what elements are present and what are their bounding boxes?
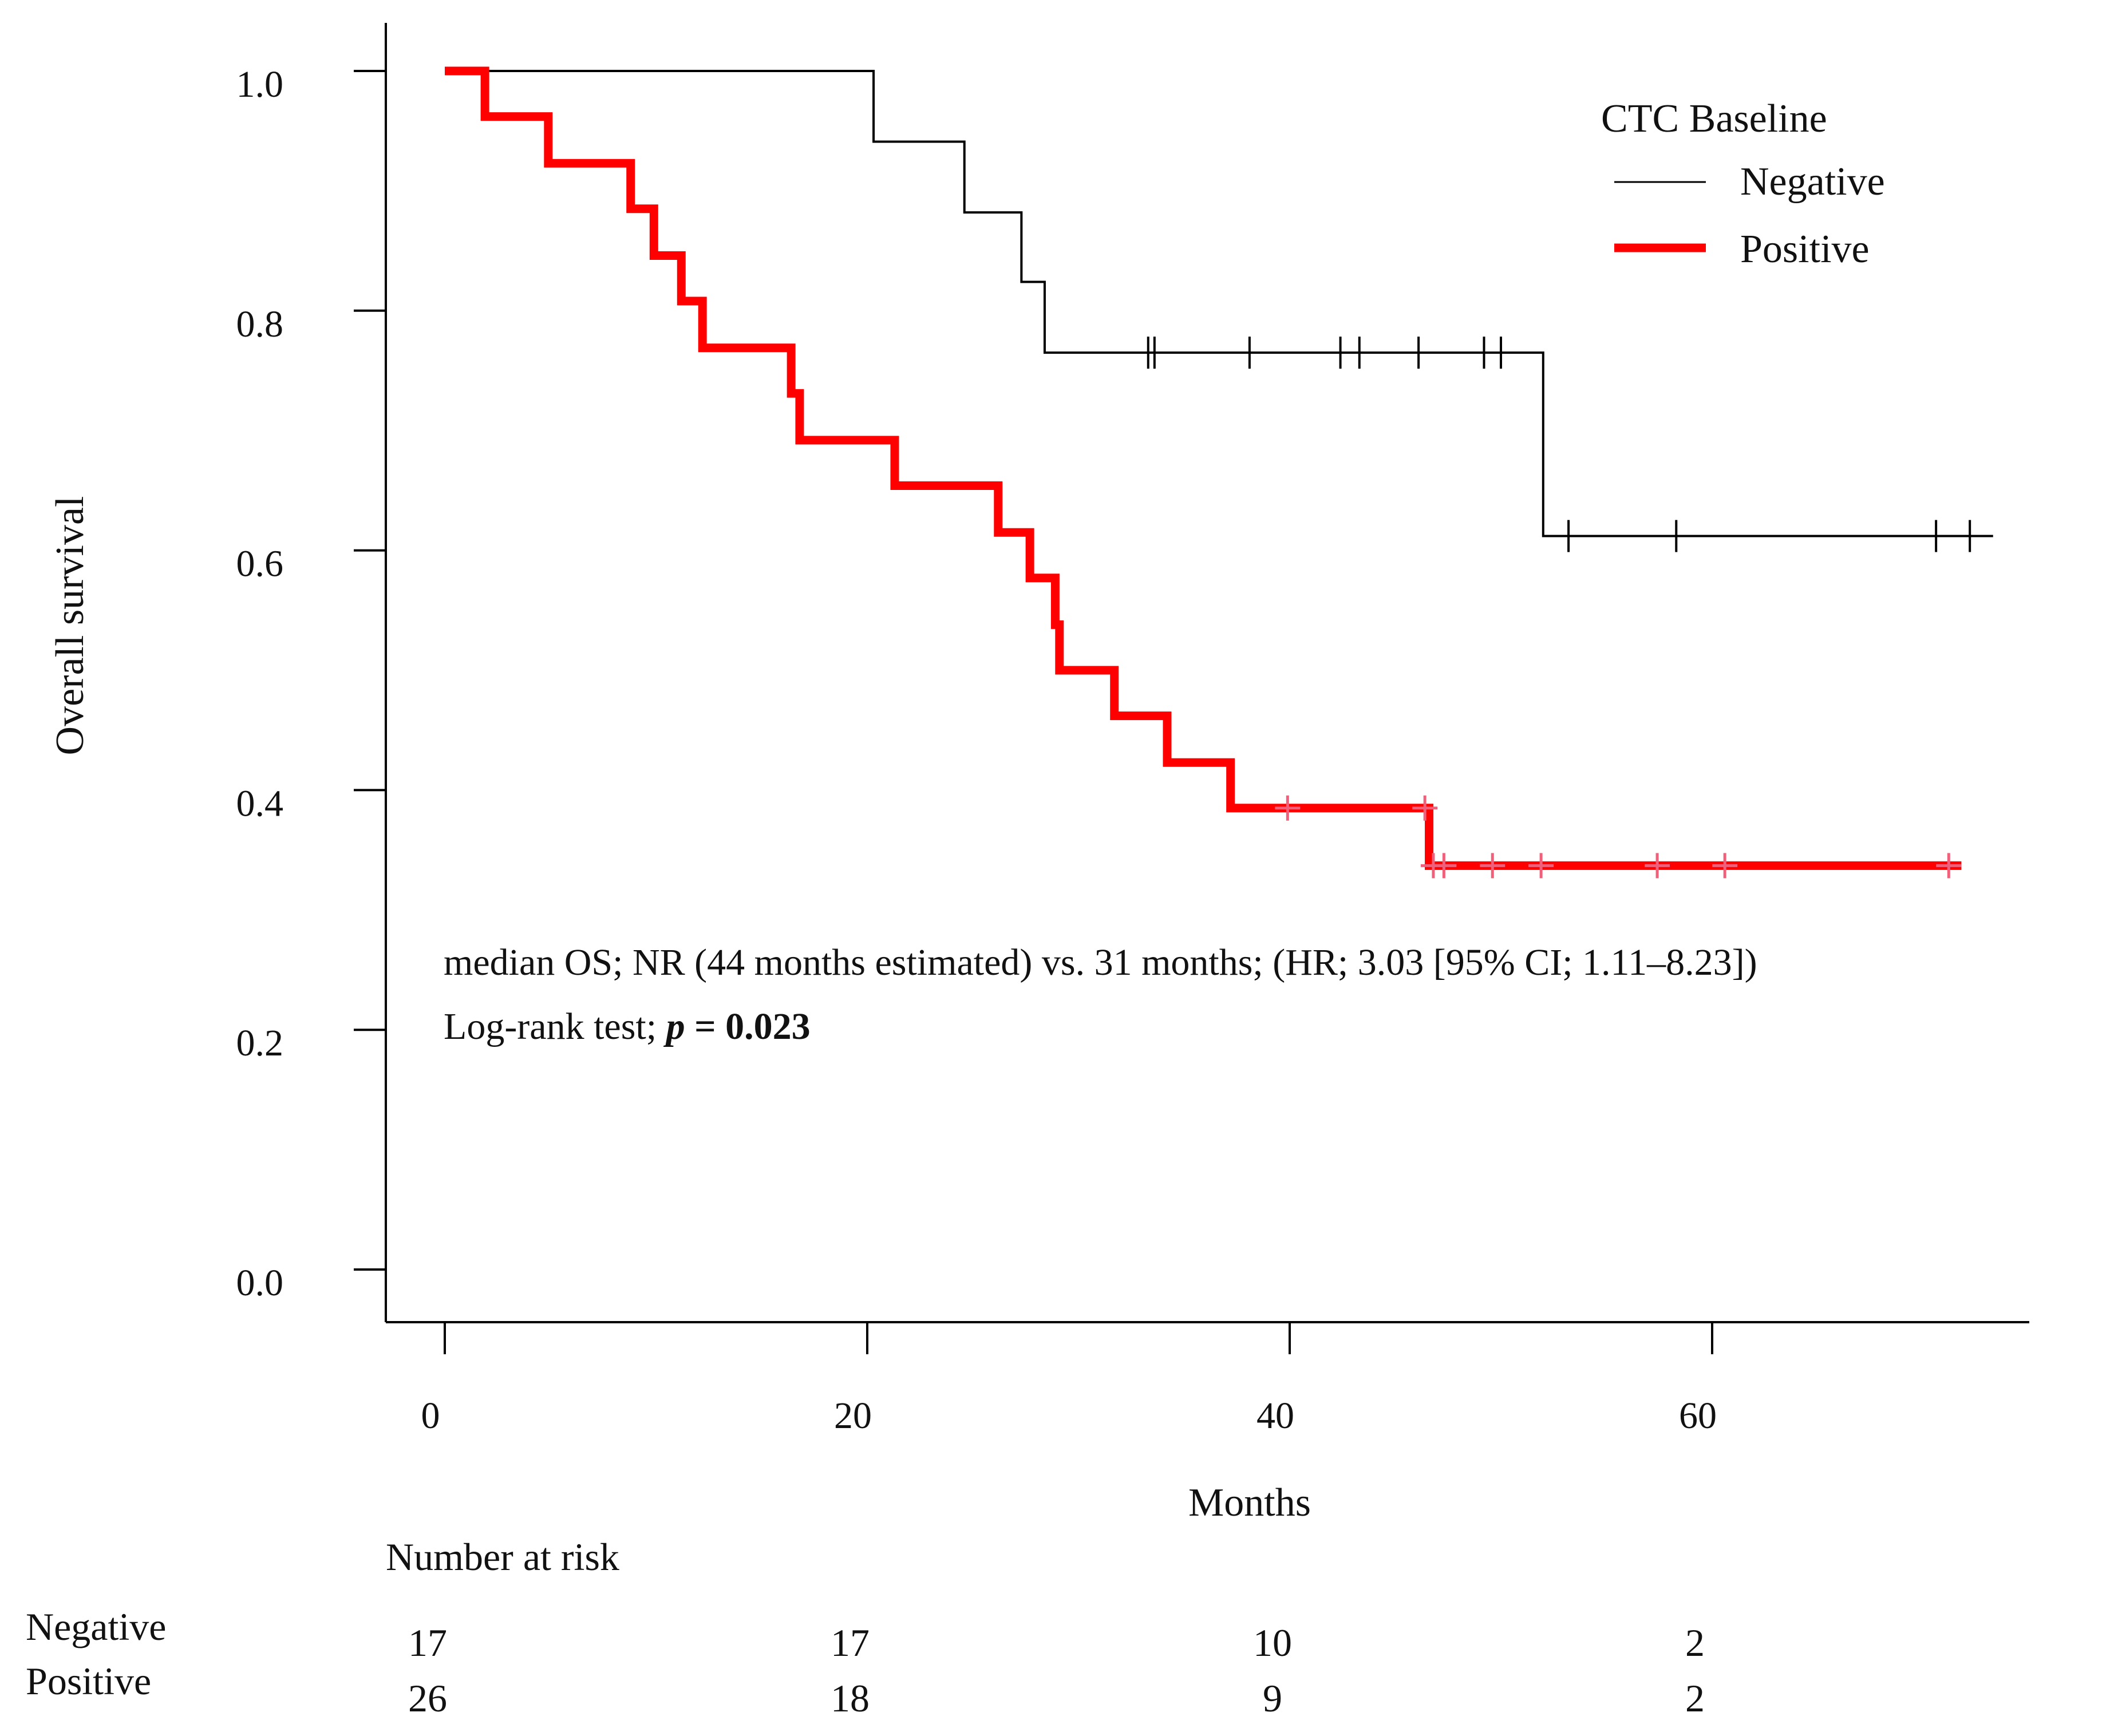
x-axis-title: Months (1188, 1481, 1311, 1525)
y-tick-label: 0.6 (236, 543, 284, 585)
risk-value-negative: 2 (1685, 1621, 1705, 1664)
risk-value-positive: 26 (408, 1676, 447, 1720)
risk-value-negative: 17 (831, 1621, 870, 1664)
legend: CTC Baseline Negative Positive (1601, 97, 1885, 271)
logrank-prefix: Log-rank test; (444, 1006, 666, 1047)
risk-value-positive: 9 (1263, 1676, 1282, 1720)
legend-label-positive: Positive (1740, 227, 1870, 271)
legend-label-negative: Negative (1740, 160, 1885, 204)
series-line-positive (445, 66, 1962, 870)
p-symbol: p (663, 1006, 685, 1047)
y-axis-title: Overall survival (48, 496, 92, 756)
p-value: = 0.023 (685, 1006, 811, 1047)
x-tick-label: 60 (1679, 1395, 1717, 1437)
y-tick-label: 1.0 (236, 64, 284, 105)
risk-value-negative: 17 (408, 1621, 447, 1664)
x-tick-label: 40 (1256, 1395, 1294, 1437)
legend-title: CTC Baseline (1601, 97, 1827, 141)
risk-row-label-positive: Positive (26, 1659, 151, 1703)
risk-table: Number at risk Negative Positive 17 17 10 2… (26, 1535, 1705, 1720)
risk-value-positive: 2 (1685, 1676, 1705, 1720)
series-line-negative (445, 70, 1993, 537)
risk-table-title: Number at risk (386, 1535, 619, 1579)
x-tick-label: 0 (421, 1395, 440, 1437)
x-axis-ticks: 0 20 40 60 (421, 1322, 1717, 1437)
y-tick-label: 0.8 (236, 303, 284, 345)
y-tick-label: 0.2 (236, 1022, 284, 1064)
risk-row-label-negative: Negative (26, 1605, 166, 1648)
plot-series (445, 66, 1993, 879)
y-axis-ticks: 0.0 0.2 0.4 0.6 0.8 1.0 (236, 64, 386, 1304)
risk-value-positive: 18 (831, 1676, 870, 1720)
risk-table-values: 17 17 10 2 26 18 9 2 (408, 1621, 1705, 1720)
median-os-annotation: median OS; NR (44 months estimated) vs. … (444, 942, 1757, 983)
logrank-annotation: Log-rank test; p = 0.023 (444, 1006, 811, 1047)
y-tick-label: 0.0 (236, 1262, 284, 1304)
risk-value-negative: 10 (1253, 1621, 1292, 1664)
x-tick-label: 20 (834, 1395, 872, 1437)
y-tick-label: 0.4 (236, 782, 284, 824)
